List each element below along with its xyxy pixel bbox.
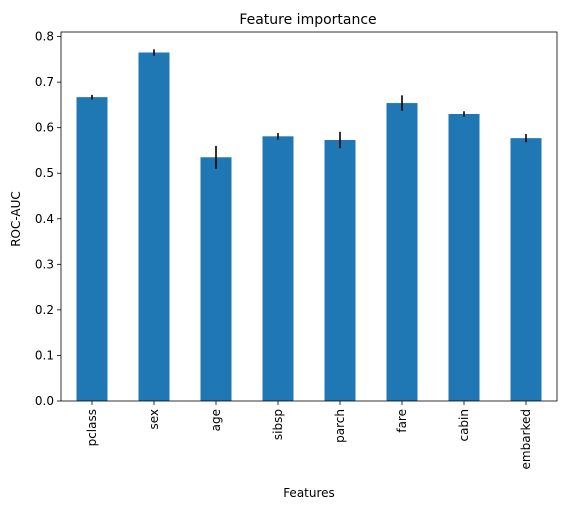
x-tick-label: parch <box>333 409 347 443</box>
y-tick-label: 0.0 <box>35 394 54 408</box>
plot-area <box>60 31 558 402</box>
x-tick-label: pclass <box>85 409 99 446</box>
bar-cabin <box>448 114 480 401</box>
x-tick-label: embarked <box>519 409 533 470</box>
y-tick-label: 0.5 <box>35 166 54 180</box>
bar-pclass <box>76 97 108 402</box>
bar-parch <box>324 139 356 401</box>
y-axis: 0.0 0.1 0.2 0.3 0.4 0.5 0.6 0.7 0.8 <box>35 30 61 408</box>
x-axis: pclass sex age sibsp parch fare cabin embarked <box>85 401 533 470</box>
y-tick-label: 0.4 <box>35 212 54 226</box>
y-tick-label: 0.8 <box>35 30 54 44</box>
x-tick-label: age <box>209 409 223 431</box>
bar-sex <box>138 52 170 401</box>
x-tick-label: fare <box>395 409 409 433</box>
x-tick-label: sex <box>147 409 161 430</box>
x-axis-label: Features <box>283 486 335 500</box>
y-tick-label: 0.7 <box>35 75 54 89</box>
bar-fare <box>386 103 418 402</box>
x-tick-label: sibsp <box>271 409 285 440</box>
y-tick-label: 0.6 <box>35 121 54 135</box>
chart-title: Feature importance <box>239 12 376 28</box>
y-tick-label: 0.3 <box>35 257 54 271</box>
y-tick-label: 0.2 <box>35 303 54 317</box>
axes-frame <box>60 31 558 402</box>
x-tick-label: cabin <box>457 409 471 442</box>
bar-sibsp <box>262 136 294 402</box>
bar-embarked <box>510 138 542 401</box>
bar-age <box>200 157 232 401</box>
y-axis-label: ROC-AUC <box>9 191 23 247</box>
y-tick-label: 0.1 <box>35 348 54 362</box>
